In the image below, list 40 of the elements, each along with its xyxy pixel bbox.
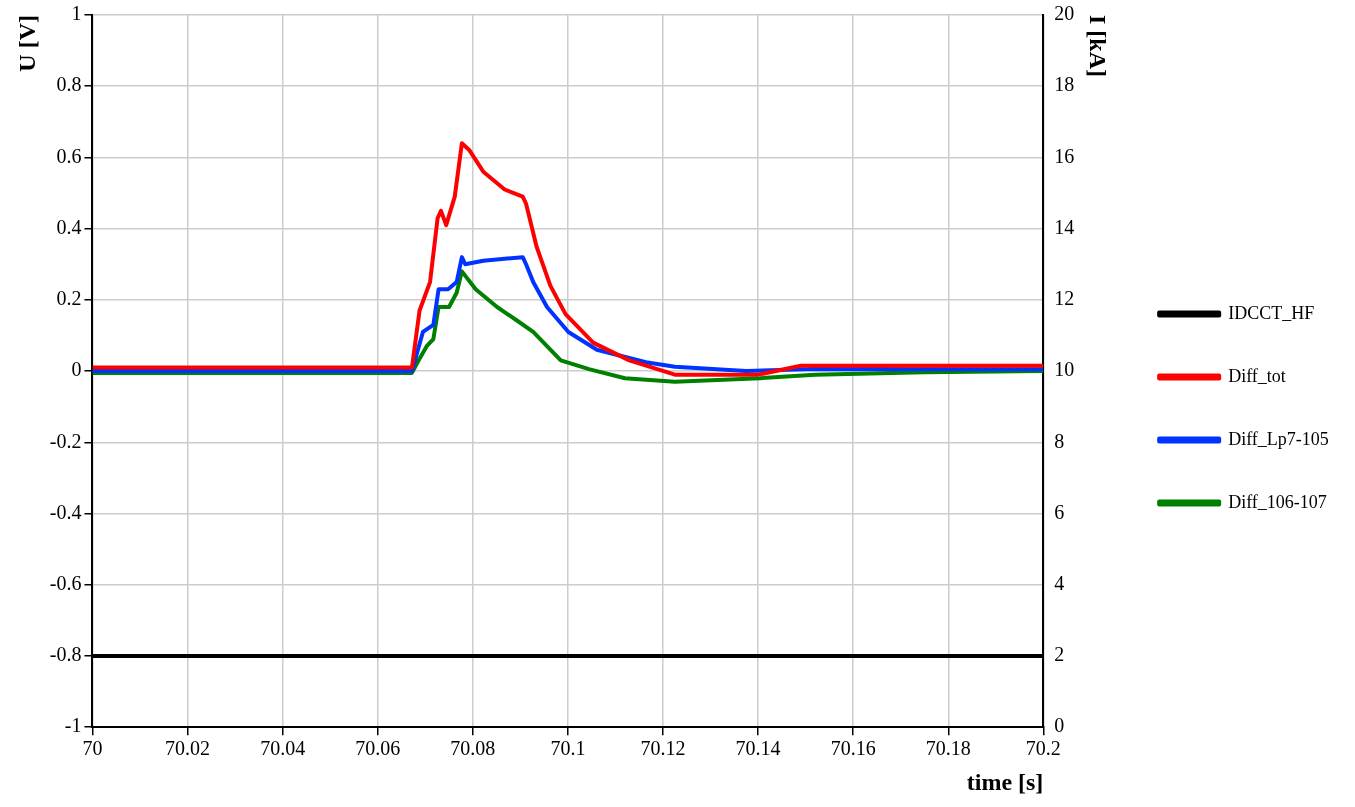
y2-tick-label: 0 (1054, 714, 1065, 737)
legend-label: Diff_Lp7-105 (1228, 428, 1329, 449)
x-axis-title: time [s] (966, 768, 1044, 795)
x-tick-label: 70.1 (550, 737, 586, 760)
x-tick-label: 70.04 (260, 737, 306, 760)
y-tick-label: -0.6 (49, 572, 82, 595)
x-tick-label: 70.06 (355, 737, 401, 760)
y-tick-label: 0.6 (56, 144, 82, 167)
y-tick-label: -1 (64, 714, 82, 737)
y-tick-label: -0.2 (49, 429, 82, 452)
y-tick-label: 0.8 (56, 73, 82, 96)
x-tick-label: 70.14 (735, 737, 781, 760)
y-tick-label: 1 (71, 2, 82, 25)
y-axis-title: U [V] (13, 15, 40, 72)
y2-axis-title: I [kA] (1084, 15, 1111, 78)
y-tick-label: 0 (71, 358, 82, 381)
y2-tick-label: 20 (1054, 2, 1075, 25)
x-tick-label: 70.02 (165, 737, 211, 760)
legend-label: IDCCT_HF (1228, 302, 1315, 323)
y-tick-label: 0.4 (56, 215, 82, 238)
x-tick-label: 70.08 (450, 737, 496, 760)
y-tick-label: 0.2 (56, 287, 82, 310)
x-tick-label: 70.2 (1025, 737, 1061, 760)
y2-tick-label: 2 (1054, 643, 1065, 666)
y-tick-label: -0.8 (49, 643, 82, 666)
y2-tick-label: 4 (1054, 572, 1065, 595)
y-tick-label: -0.4 (49, 500, 82, 523)
x-tick-label: 70.12 (640, 737, 686, 760)
x-tick-label: 70.18 (925, 737, 971, 760)
x-tick-label: 70 (82, 737, 103, 760)
y2-tick-label: 8 (1054, 429, 1065, 452)
legend-label: Diff_tot (1228, 365, 1286, 386)
y2-tick-label: 6 (1054, 500, 1065, 523)
x-tick-label: 70.16 (830, 737, 876, 760)
y2-tick-label: 14 (1054, 215, 1075, 238)
y2-tick-label: 12 (1054, 287, 1075, 310)
legend-label: Diff_106-107 (1228, 491, 1327, 512)
y2-tick-label: 16 (1054, 144, 1075, 167)
y2-tick-label: 18 (1054, 73, 1075, 96)
y2-tick-label: 10 (1054, 358, 1075, 381)
